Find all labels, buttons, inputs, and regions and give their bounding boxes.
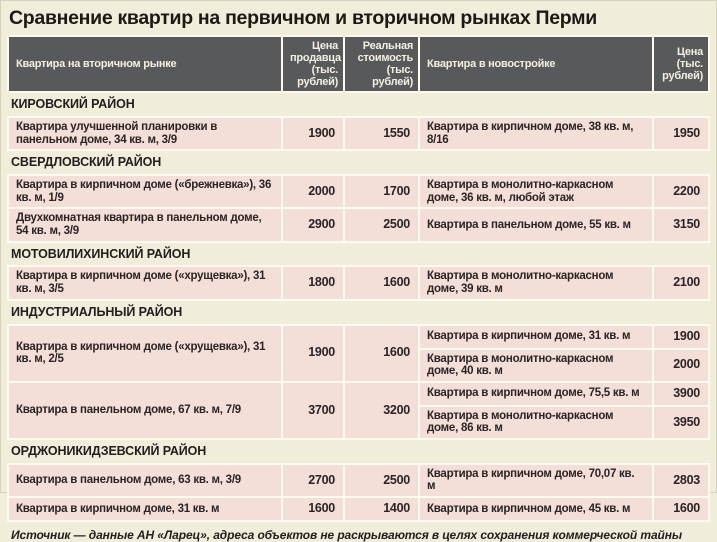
secondary-flat-cell: Квартира в кирпичном доме («хрущевка»), … xyxy=(7,265,283,301)
district-header: КИРОВСКИЙ РАЙОН xyxy=(11,97,135,112)
newbuild-flat-cell: Квартира в кирпичном доме, 31 кв. м xyxy=(418,323,654,350)
secondary-flat-cell: Квартира улучшенной планировки в панельн… xyxy=(7,116,283,152)
real-value-cell: 3200 xyxy=(343,380,420,441)
district-header: МОТОВИЛИХИНСКИЙ РАЙОН xyxy=(11,246,191,261)
column-header-newbuild: Квартира в новостройке xyxy=(418,34,654,94)
newbuild-price-cell: 3900 xyxy=(652,380,710,407)
seller-price-cell: 2700 xyxy=(281,462,345,499)
newbuild-price-cell: 2100 xyxy=(652,265,710,301)
newbuild-flat-cell: Квартира в монолитно-каркасном доме, 40 … xyxy=(418,347,654,383)
newbuild-price-cell: 2000 xyxy=(652,347,710,383)
newbuild-flat-cell: Квартира в монолитно-каркасном доме, 86 … xyxy=(418,404,654,441)
seller-price-cell: 2900 xyxy=(281,207,345,243)
seller-price-cell: 3700 xyxy=(281,380,345,441)
real-value-cell: 1400 xyxy=(343,496,420,523)
real-value-cell: 1550 xyxy=(343,116,420,152)
district-header: СВЕРДЛОВСКИЙ РАЙОН xyxy=(11,155,162,170)
source-note: Источник — данные АН «Ларец», адреса объ… xyxy=(11,528,683,542)
newbuild-price-cell: 2200 xyxy=(652,174,710,210)
newbuild-price-cell: 1950 xyxy=(652,116,710,152)
secondary-flat-cell: Квартира в кирпичном доме, 31 кв. м xyxy=(7,496,283,523)
newbuild-flat-cell: Квартира в кирпичном доме, 45 кв. м xyxy=(418,496,654,523)
seller-price-cell: 2000 xyxy=(281,174,345,210)
newbuild-price-cell: 1900 xyxy=(652,323,710,350)
district-header: ИНДУСТРИАЛЬНЫЙ РАЙОН xyxy=(11,304,183,319)
column-header-price: Цена (тыс. рублей) xyxy=(652,34,710,94)
newbuild-price-cell: 2803 xyxy=(652,462,710,499)
page-title: Сравнение квартир на первичном и вторичн… xyxy=(9,7,597,29)
seller-price-cell: 1800 xyxy=(281,265,345,301)
column-header-real-value: Реальная стоимость (тыс. рублей) xyxy=(343,34,420,94)
seller-price-cell: 1900 xyxy=(281,116,345,152)
newbuild-price-cell: 3950 xyxy=(652,404,710,441)
secondary-flat-cell: Квартира в панельном доме, 63 кв. м, 3/9 xyxy=(7,462,283,499)
newbuild-flat-cell: Квартира в кирпичном доме, 70,07 кв. м xyxy=(418,462,654,499)
newbuild-flat-cell: Квартира в кирпичном доме, 75,5 кв. м xyxy=(418,380,654,407)
newbuild-price-cell: 3150 xyxy=(652,207,710,243)
column-header-secondary-market: Квартира на вторичном рынке xyxy=(7,34,283,94)
newbuild-flat-cell: Квартира в кирпичном доме, 38 кв. м, 8/1… xyxy=(418,116,654,152)
real-value-cell: 2500 xyxy=(343,462,420,499)
secondary-flat-cell: Двухкомнатная квартира в панельном доме,… xyxy=(7,207,283,243)
comparison-table: Квартира на вторичном рынке Цена продавца… xyxy=(7,34,710,523)
seller-price-cell: 1900 xyxy=(281,323,345,383)
real-value-cell: 1600 xyxy=(343,323,420,383)
newbuild-flat-cell: Квартира в монолитно-каркасном доме, 39 … xyxy=(418,265,654,301)
real-value-cell: 1600 xyxy=(343,265,420,301)
newbuild-flat-cell: Квартира в панельном доме, 55 кв. м xyxy=(418,207,654,243)
newbuild-flat-cell: Квартира в монолитно-каркасном доме, 36 … xyxy=(418,174,654,210)
seller-price-cell: 1600 xyxy=(281,496,345,523)
column-header-seller-price: Цена продавца (тыс. рублей) xyxy=(281,34,345,94)
newbuild-price-cell: 1600 xyxy=(652,496,710,523)
secondary-flat-cell: Квартира в кирпичном доме («хрущевка»), … xyxy=(7,323,283,383)
secondary-flat-cell: Квартира в кирпичном доме («брежневка»),… xyxy=(7,174,283,210)
secondary-flat-cell: Квартира в панельном доме, 67 кв. м, 7/9 xyxy=(7,380,283,441)
real-value-cell: 1700 xyxy=(343,174,420,210)
real-value-cell: 2500 xyxy=(343,207,420,243)
district-header: ОРДЖОНИКИДЗЕВСКИЙ РАЙОН xyxy=(11,444,207,459)
